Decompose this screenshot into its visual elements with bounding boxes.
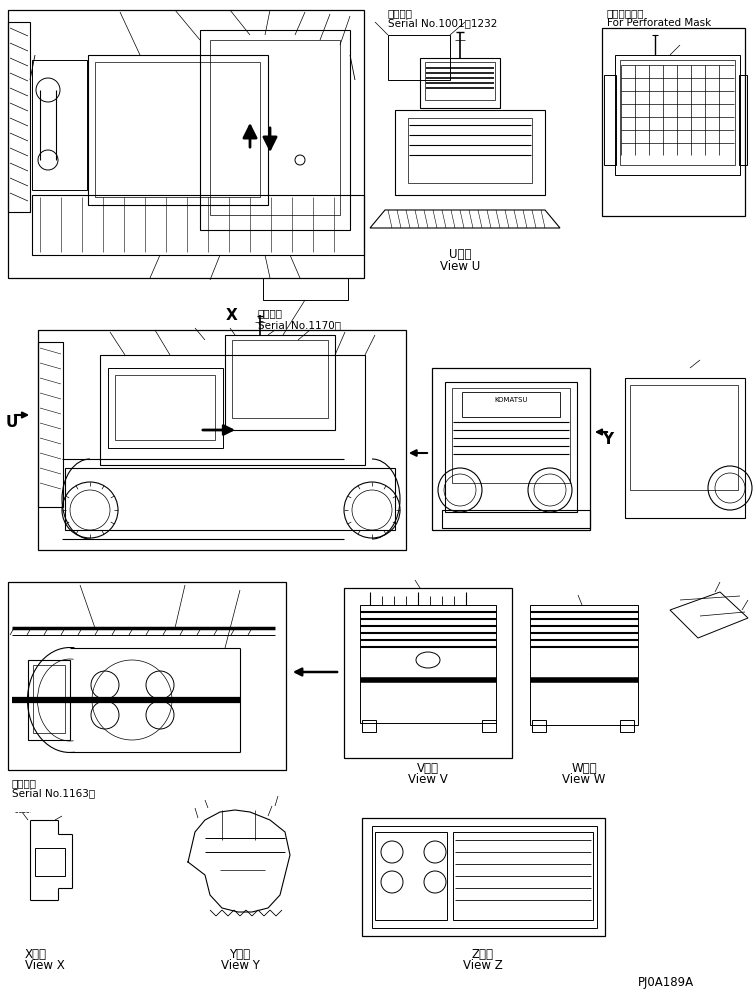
Bar [375, 832, 447, 920]
Bar [32, 195, 364, 255]
Bar [344, 588, 512, 758]
Bar [442, 510, 590, 528]
Bar [620, 60, 735, 165]
Text: Y　視: Y 視 [230, 948, 251, 961]
Text: Serial No.1001～1232: Serial No.1001～1232 [388, 18, 498, 28]
Bar [200, 30, 350, 230]
Text: For Perforated Mask: For Perforated Mask [607, 18, 712, 28]
Bar [8, 10, 364, 278]
Bar [622, 368, 750, 530]
Bar [602, 28, 745, 216]
Bar [65, 468, 395, 530]
Text: KOMATSU: KOMATSU [494, 397, 528, 403]
Text: 適用号機: 適用号機 [388, 8, 413, 18]
Bar [263, 278, 348, 300]
Text: 適用号機: 適用号機 [12, 778, 37, 788]
Text: View V: View V [408, 773, 448, 786]
Bar [530, 605, 638, 725]
Bar [115, 375, 215, 440]
Polygon shape [670, 592, 748, 638]
Bar [432, 368, 590, 530]
Bar [95, 62, 260, 197]
Bar [420, 58, 500, 108]
Text: Z　視: Z 視 [472, 948, 494, 961]
Bar [372, 826, 597, 928]
Bar [8, 22, 30, 212]
Bar [100, 355, 365, 465]
Bar [33, 665, 65, 733]
Text: View X: View X [25, 959, 65, 972]
Text: Serial No.1170～: Serial No.1170～ [258, 320, 341, 330]
Bar [425, 62, 495, 100]
Text: 丸穴マスク用: 丸穴マスク用 [607, 8, 645, 18]
Bar [362, 818, 605, 936]
Bar [452, 388, 570, 483]
Text: PJ0A189A: PJ0A189A [638, 976, 694, 989]
Text: View U: View U [440, 260, 480, 273]
Bar [482, 720, 496, 732]
Text: V　視: V 視 [417, 762, 439, 775]
Bar [210, 40, 340, 215]
Bar [388, 35, 450, 80]
Bar [620, 720, 634, 732]
Bar [88, 55, 268, 205]
Bar [532, 720, 546, 732]
Bar [108, 368, 223, 448]
Bar [739, 75, 747, 165]
Bar [625, 378, 745, 518]
Bar [360, 605, 496, 723]
Polygon shape [370, 210, 560, 228]
Bar [604, 75, 616, 165]
Text: U　視: U 視 [449, 248, 471, 261]
Bar [630, 385, 738, 490]
Text: X: X [226, 308, 238, 323]
Text: Serial No.1163～: Serial No.1163～ [12, 788, 95, 798]
Bar [232, 340, 328, 418]
Bar [408, 118, 532, 183]
Text: View W: View W [562, 773, 605, 786]
Text: View Z: View Z [463, 959, 503, 972]
Text: U: U [6, 415, 18, 430]
Bar [225, 335, 335, 430]
Bar [615, 55, 740, 175]
Bar [445, 382, 577, 512]
Text: Y: Y [602, 432, 614, 447]
Bar [362, 720, 376, 732]
Bar [453, 832, 593, 920]
Text: X　視: X 視 [25, 948, 47, 961]
Bar [8, 582, 286, 770]
Text: W　視: W 視 [572, 762, 597, 775]
Text: 適用号機: 適用号機 [258, 308, 283, 318]
Bar [28, 660, 70, 740]
Bar [32, 60, 87, 190]
Bar [38, 342, 63, 507]
Bar [462, 392, 560, 417]
Bar [395, 110, 545, 195]
Bar [38, 330, 406, 550]
Bar [35, 848, 65, 876]
Text: View Y: View Y [221, 959, 260, 972]
